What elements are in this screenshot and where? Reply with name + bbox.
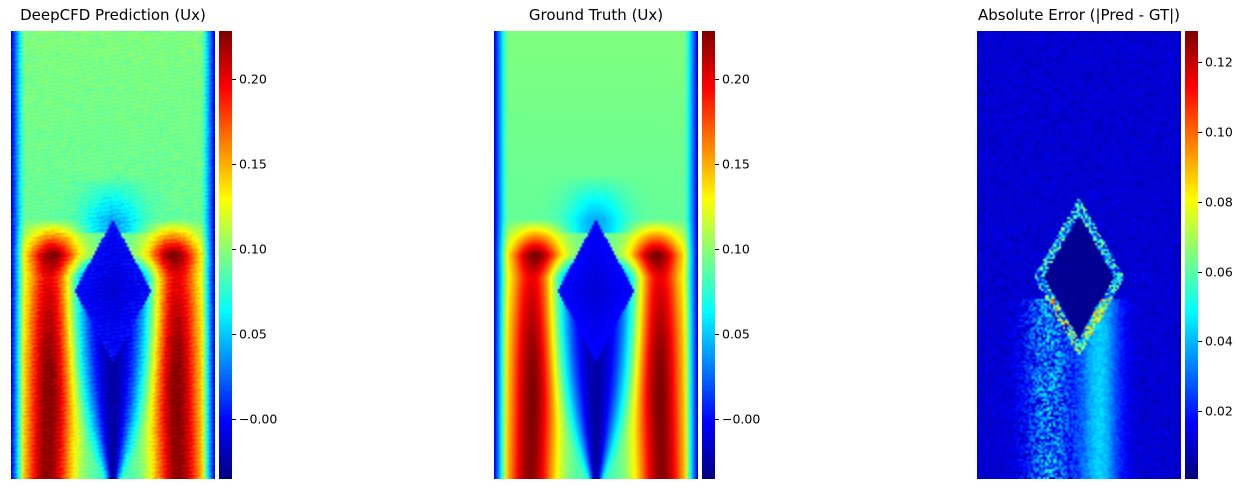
colorbar-tick-mark [715,78,719,80]
ground-truth-title: Ground Truth (Ux) [528,6,664,24]
colorbar-tick-mark [232,419,236,421]
colorbar-tick-label: 0.04 [1205,333,1233,349]
error-title: Absolute Error (|Pred - GT|) [977,6,1181,24]
colorbar-tick-label: −0.00 [239,411,278,427]
prediction-colorbar [219,31,232,479]
colorbar-tick-mark [1198,132,1202,134]
colorbar-tick-label: 0.10 [1205,124,1233,140]
colorbar-tick-label: 0.10 [239,241,267,257]
prediction-heatmap [11,31,215,479]
colorbar-tick-label: 0.06 [1205,264,1233,280]
colorbar-tick-mark [232,249,236,251]
colorbar-tick-mark [1198,201,1202,203]
colorbar-tick-mark [1198,62,1202,64]
colorbar-tick-label: 0.20 [722,71,750,87]
colorbar-tick-label: 0.20 [239,71,267,87]
ground-truth-heatmap [494,31,698,479]
colorbar-tick-mark [232,163,236,165]
colorbar-tick-label: 0.10 [722,241,750,257]
colorbar-tick-label: 0.05 [239,326,267,342]
colorbar-tick-label: 0.15 [722,156,750,172]
colorbar-tick-label: 0.08 [1205,194,1233,210]
ground-truth-colorbar [702,31,715,479]
colorbar-tick-mark [715,419,719,421]
colorbar-tick-label: 0.15 [239,156,267,172]
colorbar-tick-label: 0.12 [1205,54,1233,70]
colorbar-tick-mark [232,78,236,80]
colorbar-tick-mark [1198,341,1202,343]
colorbar-tick-mark [232,334,236,336]
colorbar-tick-mark [715,249,719,251]
prediction-title: DeepCFD Prediction (Ux) [20,6,206,24]
colorbar-tick-mark [715,163,719,165]
colorbar-tick-label: 0.05 [722,326,750,342]
colorbar-tick-label: −0.00 [722,411,761,427]
colorbar-tick-mark [1198,271,1202,273]
colorbar-tick-mark [715,334,719,336]
error-colorbar [1185,31,1198,479]
error-heatmap [977,31,1181,479]
colorbar-tick-label: 0.02 [1205,403,1233,419]
colorbar-tick-mark [1198,411,1202,412]
